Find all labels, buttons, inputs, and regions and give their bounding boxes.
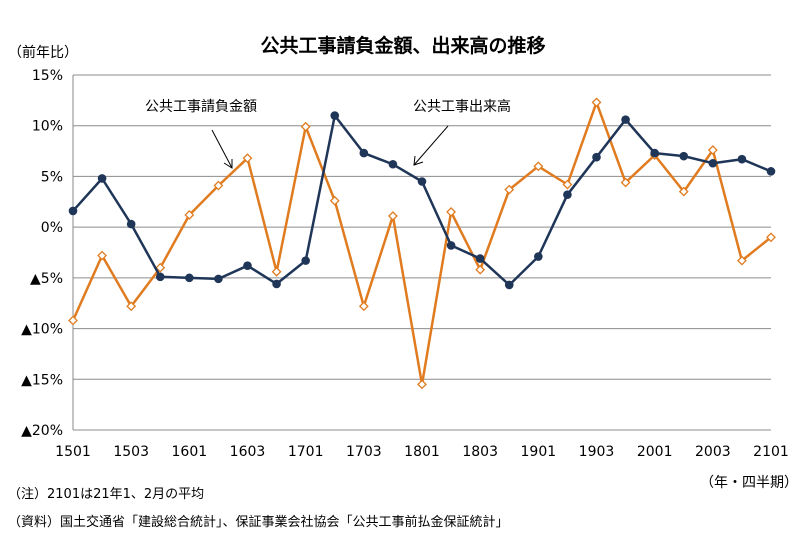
- data-point: [388, 159, 398, 169]
- x-tick-label: 1803: [462, 444, 498, 460]
- y-tick-label: ▲10%: [21, 322, 63, 338]
- y-tick-label: 0%: [41, 220, 63, 236]
- data-point: [359, 148, 369, 158]
- series-layer: [68, 97, 776, 390]
- x-tick-label: 1701: [288, 444, 324, 460]
- x-tick-label: 2001: [637, 444, 673, 460]
- data-point: [475, 264, 486, 275]
- y-tick-labels: 15% 10% 5% 0% ▲5% ▲10% ▲15% ▲20%: [21, 68, 63, 439]
- data-point: [563, 190, 572, 199]
- x-tick-label: 1503: [113, 444, 149, 460]
- data-point: [679, 151, 689, 161]
- x-tick-label: 1501: [55, 444, 91, 460]
- data-point: [620, 177, 631, 188]
- data-point: [185, 273, 194, 283]
- data-point: [475, 254, 485, 263]
- x-tick-label: 2003: [695, 444, 731, 460]
- annotation-output-arrowhead: [413, 155, 424, 166]
- series-line: [72, 114, 772, 287]
- series-line: [71, 101, 772, 386]
- y-axis-label: （前年比）: [8, 44, 78, 61]
- data-point: [707, 145, 718, 155]
- data-point: [592, 152, 601, 162]
- data-point: [708, 158, 718, 168]
- data-point: [766, 167, 776, 176]
- x-tick-label: 1703: [346, 444, 382, 460]
- data-point: [214, 274, 223, 284]
- data-point: [155, 262, 166, 273]
- data-point: [504, 280, 514, 290]
- annotation-orders-label: 公共工事請負金額: [145, 99, 257, 115]
- x-axis-label: （年・四半期）: [700, 475, 798, 491]
- y-tick-label: ▲20%: [21, 423, 63, 439]
- data-point: [184, 210, 195, 220]
- data-point: [155, 272, 165, 282]
- data-point: [243, 261, 252, 270]
- data-point: [417, 177, 427, 186]
- y-tick-label: ▲5%: [30, 271, 63, 287]
- data-point: [242, 153, 253, 164]
- x-tick-label: 1603: [230, 444, 266, 460]
- data-point: [766, 232, 776, 243]
- annotation-orders-arrowhead: [223, 159, 233, 169]
- data-point: [213, 180, 224, 191]
- y-tick-label: 5%: [41, 169, 63, 185]
- data-point: [272, 279, 281, 289]
- data-point: [358, 301, 369, 312]
- data-point: [534, 252, 543, 261]
- data-point: [736, 255, 747, 266]
- x-tick-label: 1801: [404, 444, 440, 460]
- x-tick-label: 1901: [521, 444, 557, 460]
- data-point: [330, 111, 340, 120]
- note-line-1: （注）2101は21年1、2月の平均: [8, 487, 204, 502]
- data-point: [126, 301, 137, 312]
- data-point: [97, 250, 108, 261]
- data-point: [446, 241, 456, 250]
- y-tick-label: ▲15%: [21, 372, 63, 388]
- data-point: [329, 195, 340, 206]
- series-0: [68, 97, 776, 390]
- annotation-output-label: 公共工事出来高: [413, 98, 511, 115]
- data-point: [68, 315, 78, 326]
- data-point: [562, 179, 573, 190]
- data-point: [504, 184, 515, 195]
- data-point: [97, 174, 107, 183]
- x-tick-label: 1601: [172, 444, 208, 460]
- data-point: [678, 186, 689, 197]
- data-point: [533, 161, 544, 172]
- x-tick-label: 2101: [753, 444, 789, 460]
- gridlines: [73, 74, 771, 431]
- data-point: [271, 266, 282, 277]
- x-tick-labels: 1501 1503 1601 1603 1701 1703 1801 1803 1901 1903…: [55, 444, 789, 460]
- annotation-orders: 公共工事請負金額: [145, 99, 257, 169]
- data-point: [737, 154, 747, 164]
- data-point: [446, 207, 457, 217]
- data-point: [301, 256, 310, 265]
- annotation-output: 公共工事出来高: [413, 98, 511, 166]
- data-point: [387, 211, 398, 221]
- series-1: [68, 111, 776, 290]
- y-tick-label: 15%: [32, 68, 63, 84]
- note-line-2: （資料）国土交通省「建設総合統計」、保証事業会社協会「公共工事前払金保証統計」: [8, 514, 509, 530]
- data-point: [126, 219, 136, 229]
- annotation-output-arrow: [413, 125, 449, 166]
- y-tick-label: 10%: [32, 119, 63, 135]
- data-point: [68, 206, 78, 216]
- data-point: [650, 148, 659, 158]
- data-point: [300, 121, 311, 132]
- data-point: [621, 115, 630, 124]
- annotation-orders-arrow: [211, 129, 233, 169]
- data-point: [591, 97, 602, 108]
- data-point: [417, 379, 427, 390]
- x-tick-label: 1903: [579, 444, 615, 460]
- chart-title: 公共工事請負金額、出来高の推移: [260, 34, 545, 57]
